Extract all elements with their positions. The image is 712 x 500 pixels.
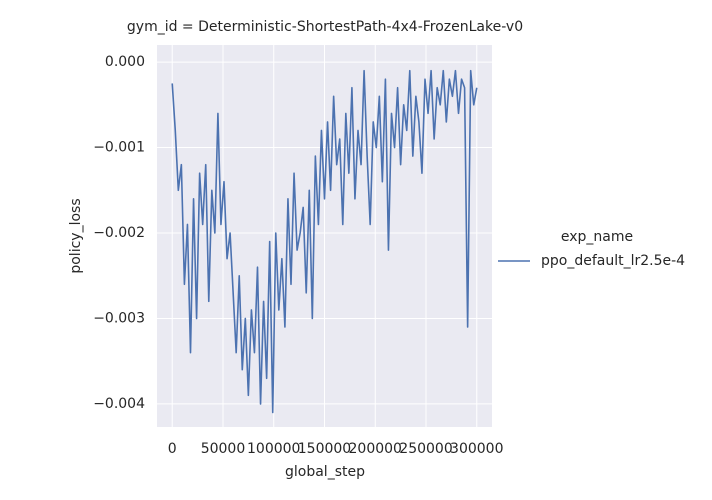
y-tick-label: −0.004 <box>93 396 145 412</box>
x-tick-label: 100000 <box>247 441 300 457</box>
x-tick-label: 0 <box>168 441 177 457</box>
y-tick-label: −0.002 <box>93 225 145 241</box>
y-axis-label: policy_loss <box>68 198 84 273</box>
x-tick-label: 150000 <box>298 441 351 457</box>
chart-title: gym_id = Deterministic-ShortestPath-4x4-… <box>127 19 523 35</box>
data-line <box>171 69 478 414</box>
x-tick-label: 250000 <box>399 441 452 457</box>
x-tick-label: 300000 <box>450 441 503 457</box>
y-tick-label: −0.001 <box>93 140 145 156</box>
legend-label: ppo_default_lr2.5e-4 <box>541 253 685 269</box>
x-axis-label: global_step <box>285 464 365 480</box>
y-tick-label: −0.003 <box>93 310 145 326</box>
legend-title: exp_name <box>561 229 633 245</box>
x-tick-label: 200000 <box>349 441 402 457</box>
y-tick-label: 0.000 <box>105 54 145 70</box>
x-tick-label: 50000 <box>201 441 246 457</box>
